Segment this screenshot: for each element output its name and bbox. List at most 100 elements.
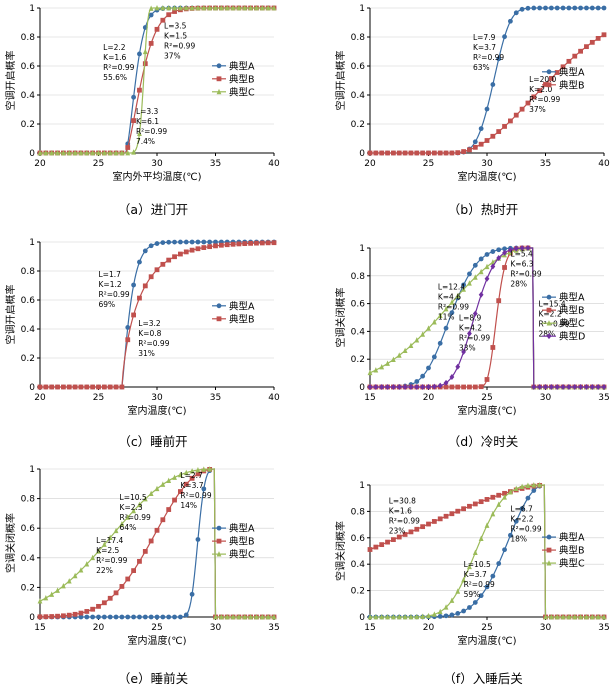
data-point [254,5,259,11]
annotation-line: L=10.5 [120,493,147,502]
annotation-line: K=2.3 [120,503,143,512]
legend-label: 典型A [229,60,255,72]
data-point [508,532,513,538]
data-point [271,614,277,620]
data-point [537,5,543,11]
legend-marker [546,69,552,75]
legend-label: 典型B [229,73,255,85]
data-point [78,614,84,620]
data-point [578,5,583,11]
data-point [172,5,177,11]
data-point [461,282,466,288]
y-tick-label: 0 [359,149,365,159]
data-point [84,561,90,567]
y-tick-label: 0.8 [351,507,366,517]
y-tick-label: 0 [359,383,365,393]
annotation-line: L=2.2 [103,43,126,52]
series-典型D [367,245,607,390]
legend-marker [546,82,552,88]
annotation-line: R²=0.99 [96,556,127,565]
data-point [537,88,543,94]
legend-label: 典型A [559,66,585,78]
y-tick-label: 0.6 [351,300,366,310]
y-tick-label: 0.6 [351,534,366,544]
y-tick-label: 0.8 [21,495,36,505]
data-point [554,70,560,75]
data-point [490,510,496,517]
annotation-line: L=3.3 [136,107,159,116]
data-point [601,32,607,38]
data-point [37,384,43,390]
data-point [49,150,55,156]
data-point [142,614,148,620]
data-point [437,516,443,522]
data-point [578,384,583,390]
data-point [560,5,566,11]
data-point [560,614,566,620]
data-point [265,614,271,620]
data-point [125,325,131,330]
data-point [467,330,472,337]
data-point [107,384,113,390]
annotation-line: K=3.7 [180,481,203,490]
data-point [131,312,136,318]
annotation-line: 18% [510,534,527,543]
data-point [90,554,96,561]
data-point [178,471,183,478]
data-point [548,5,554,11]
x-axis-title: 室内温度(℃) [127,634,186,647]
x-tick-label: 15 [364,623,375,633]
annotation-line: 37% [529,105,546,114]
data-point [601,5,607,11]
data-point [519,506,525,511]
data-point [484,522,490,528]
chart-panel-6: 15 20 25 30 35 0 0.2 0.4 0.6 0.8 1 室内温度(℃) 空调关闭概率 L=3… [334,481,610,686]
data-point [554,5,560,11]
annotation-line: K=4.2 [459,323,482,332]
data-point [55,384,60,390]
data-point [508,246,513,253]
data-point [224,242,230,248]
data-point [213,614,218,620]
y-tick-label: 0.4 [21,91,36,101]
data-point [589,614,595,620]
data-point [414,379,420,384]
data-point [402,532,408,537]
data-point [519,106,525,112]
data-point [490,249,496,254]
data-point [443,613,449,619]
data-point [396,384,402,390]
data-point [543,5,548,11]
x-tick-label: 20 [423,623,435,633]
data-point [379,150,385,156]
data-point [218,5,224,11]
data-point [78,610,84,616]
annotation-line: 63% [473,63,490,72]
data-point [125,576,131,582]
annotation-line: 28% [538,329,555,338]
legend-marker [546,294,552,300]
data-point [90,150,96,156]
data-point [531,482,537,488]
annotation-line: 31% [138,349,155,358]
data-point [49,591,55,597]
annotation-line: K=4.6 [438,293,461,302]
data-point [396,613,402,620]
data-point [461,286,466,292]
annotation-line: 33% [459,343,476,352]
data-point [137,295,142,301]
data-point [513,485,519,492]
data-point [178,489,183,494]
data-point [101,600,107,606]
data-point [166,477,172,484]
data-point [490,345,496,350]
data-point [426,612,431,619]
data-point [137,87,142,93]
y-tick-label: 0.2 [21,583,35,593]
data-point [443,513,449,519]
legend-label: 典型D [559,331,585,343]
data-point [131,118,136,123]
annotation-line: K=0.8 [138,329,161,338]
